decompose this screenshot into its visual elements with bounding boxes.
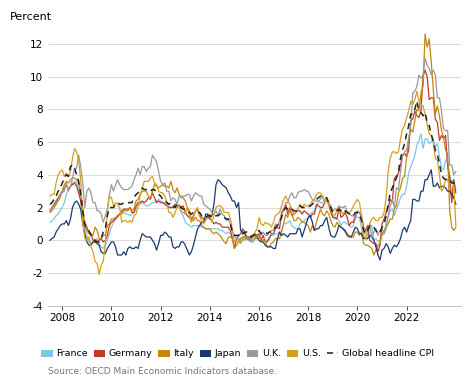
Text: Percent: Percent	[10, 12, 52, 22]
Legend: France, Germany, Italy, Japan, U.K., U.S., Global headline CPI: France, Germany, Italy, Japan, U.K., U.S…	[41, 349, 434, 358]
Text: Source: OECD Main Economic Indicators database.: Source: OECD Main Economic Indicators da…	[48, 367, 276, 376]
